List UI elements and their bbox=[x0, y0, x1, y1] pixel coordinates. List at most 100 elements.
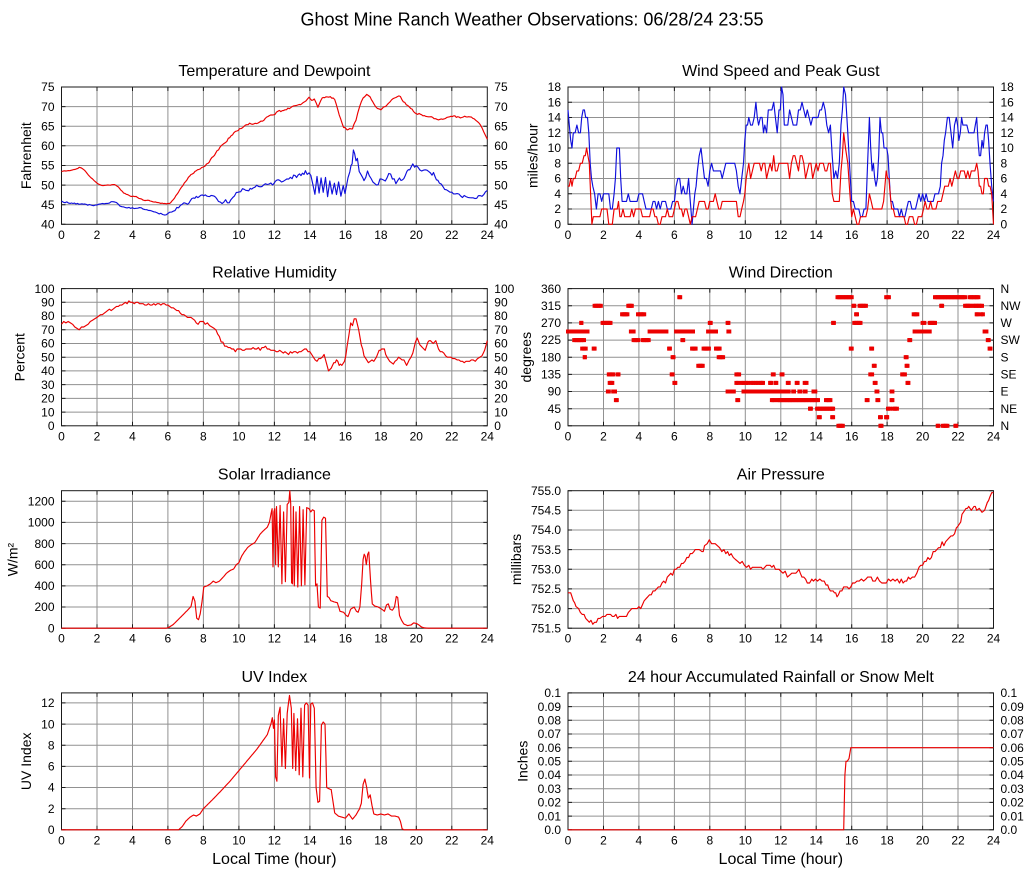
svg-text:0: 0 bbox=[58, 632, 65, 646]
svg-text:8: 8 bbox=[706, 228, 713, 242]
svg-text:6: 6 bbox=[165, 429, 172, 443]
svg-text:0.0: 0.0 bbox=[544, 823, 561, 837]
svg-text:0.09: 0.09 bbox=[538, 700, 562, 714]
svg-text:0: 0 bbox=[1001, 218, 1008, 232]
svg-text:16: 16 bbox=[1001, 96, 1015, 110]
svg-text:752.0: 752.0 bbox=[531, 602, 561, 616]
svg-text:4: 4 bbox=[129, 228, 136, 242]
svg-text:20: 20 bbox=[494, 392, 508, 406]
svg-text:24: 24 bbox=[987, 833, 1001, 847]
svg-text:0.02: 0.02 bbox=[1001, 796, 1025, 810]
svg-text:4: 4 bbox=[48, 781, 55, 795]
svg-text:14: 14 bbox=[303, 228, 317, 242]
svg-text:6: 6 bbox=[1001, 172, 1008, 186]
svg-text:16: 16 bbox=[339, 833, 353, 847]
svg-text:10: 10 bbox=[494, 405, 508, 419]
svg-text:12: 12 bbox=[268, 632, 282, 646]
svg-text:12: 12 bbox=[774, 228, 788, 242]
svg-text:0.04: 0.04 bbox=[1001, 768, 1025, 782]
svg-text:0: 0 bbox=[48, 621, 55, 635]
svg-text:45: 45 bbox=[494, 198, 508, 212]
svg-text:10: 10 bbox=[232, 429, 246, 443]
svg-text:6: 6 bbox=[554, 172, 561, 186]
svg-text:degrees: degrees bbox=[518, 332, 534, 383]
svg-text:16: 16 bbox=[845, 632, 859, 646]
svg-text:200: 200 bbox=[34, 600, 54, 614]
svg-text:Air Pressure: Air Pressure bbox=[737, 467, 825, 484]
svg-text:90: 90 bbox=[548, 385, 562, 399]
svg-text:10: 10 bbox=[739, 632, 753, 646]
svg-text:90: 90 bbox=[41, 296, 55, 310]
svg-text:18: 18 bbox=[374, 833, 388, 847]
svg-text:20: 20 bbox=[916, 632, 930, 646]
svg-text:2: 2 bbox=[94, 632, 101, 646]
svg-text:0: 0 bbox=[48, 823, 55, 837]
svg-text:16: 16 bbox=[845, 228, 859, 242]
svg-text:8: 8 bbox=[200, 228, 207, 242]
svg-text:10: 10 bbox=[232, 228, 246, 242]
svg-text:0.03: 0.03 bbox=[1001, 782, 1025, 796]
svg-text:90: 90 bbox=[494, 296, 508, 310]
svg-text:0.05: 0.05 bbox=[1001, 755, 1025, 769]
svg-text:14: 14 bbox=[303, 632, 317, 646]
svg-text:0.06: 0.06 bbox=[1001, 741, 1025, 755]
svg-text:Wind Direction: Wind Direction bbox=[729, 265, 833, 282]
svg-text:NE: NE bbox=[1001, 402, 1018, 416]
svg-text:2: 2 bbox=[554, 202, 561, 216]
svg-text:180: 180 bbox=[541, 350, 561, 364]
svg-text:Solar Irradiance: Solar Irradiance bbox=[218, 467, 331, 484]
svg-text:16: 16 bbox=[548, 96, 562, 110]
svg-text:50: 50 bbox=[494, 178, 508, 192]
svg-text:Ghost Mine Ranch Weather Obser: Ghost Mine Ranch Weather Observations: 0… bbox=[301, 10, 764, 30]
svg-text:18: 18 bbox=[880, 833, 894, 847]
svg-text:8: 8 bbox=[200, 833, 207, 847]
svg-text:80: 80 bbox=[41, 309, 55, 323]
svg-text:8: 8 bbox=[554, 157, 561, 171]
svg-text:60: 60 bbox=[41, 139, 55, 153]
svg-text:12: 12 bbox=[548, 126, 562, 140]
svg-text:N: N bbox=[1001, 282, 1010, 296]
svg-text:755.0: 755.0 bbox=[531, 484, 561, 498]
svg-text:2: 2 bbox=[600, 228, 607, 242]
svg-text:600: 600 bbox=[34, 558, 54, 572]
svg-text:16: 16 bbox=[339, 228, 353, 242]
svg-text:6: 6 bbox=[671, 632, 678, 646]
svg-text:14: 14 bbox=[303, 429, 317, 443]
svg-text:24: 24 bbox=[481, 228, 495, 242]
svg-text:22: 22 bbox=[445, 429, 459, 443]
svg-text:20: 20 bbox=[410, 632, 424, 646]
svg-text:16: 16 bbox=[339, 632, 353, 646]
svg-text:225: 225 bbox=[541, 333, 561, 347]
svg-text:0.0: 0.0 bbox=[1001, 823, 1018, 837]
svg-text:6: 6 bbox=[165, 228, 172, 242]
svg-text:W/m²: W/m² bbox=[5, 542, 21, 576]
svg-text:16: 16 bbox=[845, 429, 859, 443]
svg-text:Temperature and Dewpoint: Temperature and Dewpoint bbox=[178, 63, 371, 80]
svg-text:14: 14 bbox=[810, 833, 824, 847]
svg-text:22: 22 bbox=[951, 833, 965, 847]
svg-text:20: 20 bbox=[916, 833, 930, 847]
svg-text:20: 20 bbox=[916, 228, 930, 242]
svg-text:14: 14 bbox=[303, 833, 317, 847]
svg-text:22: 22 bbox=[445, 632, 459, 646]
svg-text:65: 65 bbox=[494, 119, 508, 133]
svg-text:100: 100 bbox=[34, 282, 54, 296]
svg-text:Relative Humidity: Relative Humidity bbox=[212, 265, 336, 282]
svg-text:0.01: 0.01 bbox=[1001, 809, 1025, 823]
svg-text:270: 270 bbox=[541, 316, 561, 330]
svg-text:Local Time (hour): Local Time (hour) bbox=[212, 851, 337, 868]
svg-text:12: 12 bbox=[774, 833, 788, 847]
svg-text:22: 22 bbox=[951, 632, 965, 646]
svg-text:20: 20 bbox=[410, 228, 424, 242]
svg-text:0: 0 bbox=[565, 429, 572, 443]
svg-text:0.07: 0.07 bbox=[538, 727, 562, 741]
svg-text:0.1: 0.1 bbox=[544, 686, 561, 700]
svg-text:50: 50 bbox=[41, 350, 55, 364]
svg-text:754.5: 754.5 bbox=[531, 504, 561, 518]
svg-text:10: 10 bbox=[739, 833, 753, 847]
svg-text:70: 70 bbox=[41, 100, 55, 114]
svg-text:0: 0 bbox=[494, 419, 501, 433]
svg-text:0: 0 bbox=[58, 429, 65, 443]
svg-text:Percent: Percent bbox=[11, 333, 27, 381]
svg-text:S: S bbox=[1001, 350, 1009, 364]
